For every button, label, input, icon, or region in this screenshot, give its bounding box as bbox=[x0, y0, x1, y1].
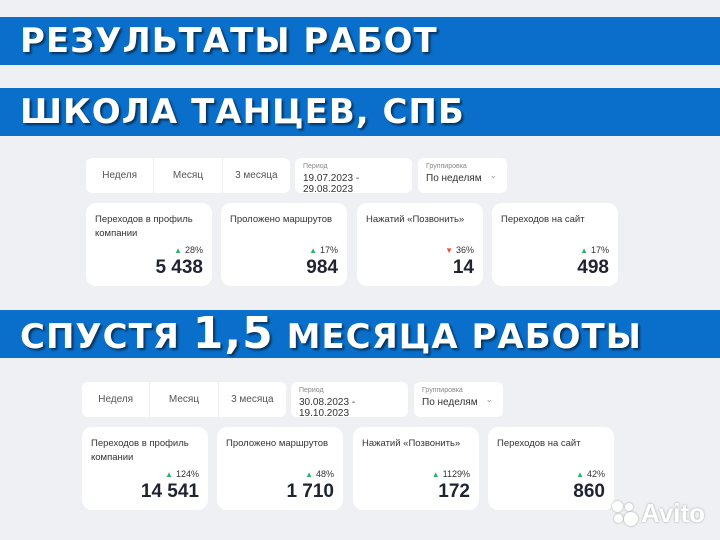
tab-2[interactable]: 3 месяца bbox=[235, 170, 278, 181]
grouping-select[interactable]: Группировка По неделям ⌄ bbox=[418, 158, 507, 193]
avito-text: Avito bbox=[641, 498, 706, 528]
metric-title: Переходов в профиль компании bbox=[91, 438, 189, 463]
tab-1[interactable]: Месяц bbox=[150, 382, 219, 417]
metric-value: 1 710 bbox=[286, 481, 334, 502]
grouping-select[interactable]: Группировка По неделям ⌄ bbox=[414, 382, 503, 417]
avito-watermark: Avito bbox=[612, 498, 705, 529]
metric-value: 14 541 bbox=[140, 481, 199, 502]
tab-0[interactable]: Неделя bbox=[86, 158, 155, 193]
metric-change-value: 42% bbox=[586, 469, 605, 479]
banner-after-suffix: МЕСЯЦА РАБОТЫ bbox=[286, 317, 642, 357]
metric-title: Проложено маршрутов bbox=[226, 438, 329, 449]
metric-value: 498 bbox=[577, 257, 609, 278]
metric-card: Переходов на сайт ▲ 17% 498 bbox=[492, 203, 618, 286]
metric-card: Нажатий «Позвонить» ▼ 36% 14 bbox=[357, 203, 483, 286]
triangle-up-icon: ▲ bbox=[305, 470, 313, 479]
title-banner: РЕЗУЛЬТАТЫ РАБОТ bbox=[0, 17, 720, 65]
metric-change: ▲ 48% bbox=[305, 469, 334, 479]
metric-change-value: 17% bbox=[319, 245, 338, 255]
metric-change: ▲ 42% bbox=[576, 469, 605, 479]
period-label: Период bbox=[303, 163, 328, 170]
metric-card: Переходов на сайт ▲ 42% 860 bbox=[488, 427, 614, 510]
banner-subtitle: ШКОЛА ТАНЦЕВ, СПБ bbox=[20, 92, 465, 132]
metric-change: ▲ 28% bbox=[174, 245, 203, 255]
metric-change: ▲ 17% bbox=[309, 245, 338, 255]
grouping-label: Группировка bbox=[426, 163, 467, 170]
metric-value: 172 bbox=[438, 481, 470, 502]
metric-card: Проложено маршрутов ▲ 48% 1 710 bbox=[217, 427, 343, 510]
triangle-up-icon: ▲ bbox=[165, 470, 173, 479]
triangle-up-icon: ▲ bbox=[309, 246, 317, 255]
metric-title: Проложено маршрутов bbox=[230, 214, 333, 225]
metric-change-value: 28% bbox=[184, 245, 203, 255]
metric-change-value: 17% bbox=[590, 245, 609, 255]
banner-after-big: 1,5 bbox=[192, 308, 274, 359]
period-label: Период bbox=[299, 387, 324, 394]
metric-change-value: 48% bbox=[315, 469, 334, 479]
chevron-down-icon: ⌄ bbox=[485, 394, 493, 404]
triangle-up-icon: ▲ bbox=[576, 470, 584, 479]
subtitle-banner: ШКОЛА ТАНЦЕВ, СПБ bbox=[0, 88, 720, 136]
triangle-up-icon: ▲ bbox=[174, 246, 182, 255]
metric-change-value: 36% bbox=[455, 245, 474, 255]
metric-card: Переходов в профиль компании ▲ 124% 14 54… bbox=[82, 427, 208, 510]
metric-value: 860 bbox=[573, 481, 605, 502]
tab-2[interactable]: 3 месяца bbox=[231, 394, 274, 405]
metric-change: ▼ 36% bbox=[445, 245, 474, 255]
banner-title: РЕЗУЛЬТАТЫ РАБОТ bbox=[20, 21, 438, 61]
metric-value: 984 bbox=[306, 257, 338, 278]
metric-title: Переходов в профиль компании bbox=[95, 214, 193, 239]
metric-title: Нажатий «Позвонить» bbox=[362, 438, 461, 449]
period-tabs: Неделя Месяц 3 месяца bbox=[82, 382, 286, 417]
metric-title: Переходов на сайт bbox=[501, 214, 585, 225]
period-picker[interactable]: Период 30.08.2023 - 19.10.2023 bbox=[291, 382, 408, 419]
dashboard-before: Неделя Месяц 3 месяца Период 19.07.2023 - … bbox=[86, 158, 626, 288]
chevron-down-icon: ⌄ bbox=[489, 170, 497, 180]
period-value: 19.07.2023 - 29.08.2023 bbox=[303, 173, 360, 195]
metric-card: Переходов в профиль компании ▲ 28% 5 438 bbox=[86, 203, 212, 286]
metric-change: ▲ 124% bbox=[165, 469, 199, 479]
metric-title: Нажатий «Позвонить» bbox=[366, 214, 465, 225]
tab-0[interactable]: Неделя bbox=[82, 382, 151, 417]
period-value: 30.08.2023 - 19.10.2023 bbox=[299, 397, 356, 419]
metric-title: Переходов на сайт bbox=[497, 438, 581, 449]
metric-change: ▲ 17% bbox=[580, 245, 609, 255]
grouping-label: Группировка bbox=[422, 387, 463, 394]
grouping-value: По неделям bbox=[422, 397, 478, 408]
metric-card: Нажатий «Позвонить» ▲ 1129% 172 bbox=[353, 427, 479, 510]
banner-after-prefix: СПУСТЯ bbox=[20, 317, 180, 357]
period-picker[interactable]: Период 19.07.2023 - 29.08.2023 bbox=[295, 158, 412, 195]
metric-change-value: 124% bbox=[175, 469, 199, 479]
metric-value: 14 bbox=[452, 257, 474, 278]
triangle-up-icon: ▲ bbox=[431, 470, 440, 479]
grouping-value: По неделям bbox=[426, 173, 482, 184]
dashboard-after: Неделя Месяц 3 месяца Период 30.08.2023 - … bbox=[82, 382, 622, 512]
metric-change: ▲ 1129% bbox=[432, 469, 470, 479]
triangle-up-icon: ▲ bbox=[580, 246, 588, 255]
period-tabs: Неделя Месяц 3 месяца bbox=[86, 158, 290, 193]
triangle-down-icon: ▼ bbox=[445, 246, 453, 255]
metric-change-value: 1129% bbox=[442, 469, 470, 479]
metric-card: Проложено маршрутов ▲ 17% 984 bbox=[221, 203, 347, 286]
avito-logo-icon bbox=[612, 500, 638, 527]
metric-value: 5 438 bbox=[155, 257, 203, 278]
after-banner: СПУСТЯ 1,5 МЕСЯЦА РАБОТЫ bbox=[0, 310, 720, 358]
tab-1[interactable]: Месяц bbox=[154, 158, 223, 193]
